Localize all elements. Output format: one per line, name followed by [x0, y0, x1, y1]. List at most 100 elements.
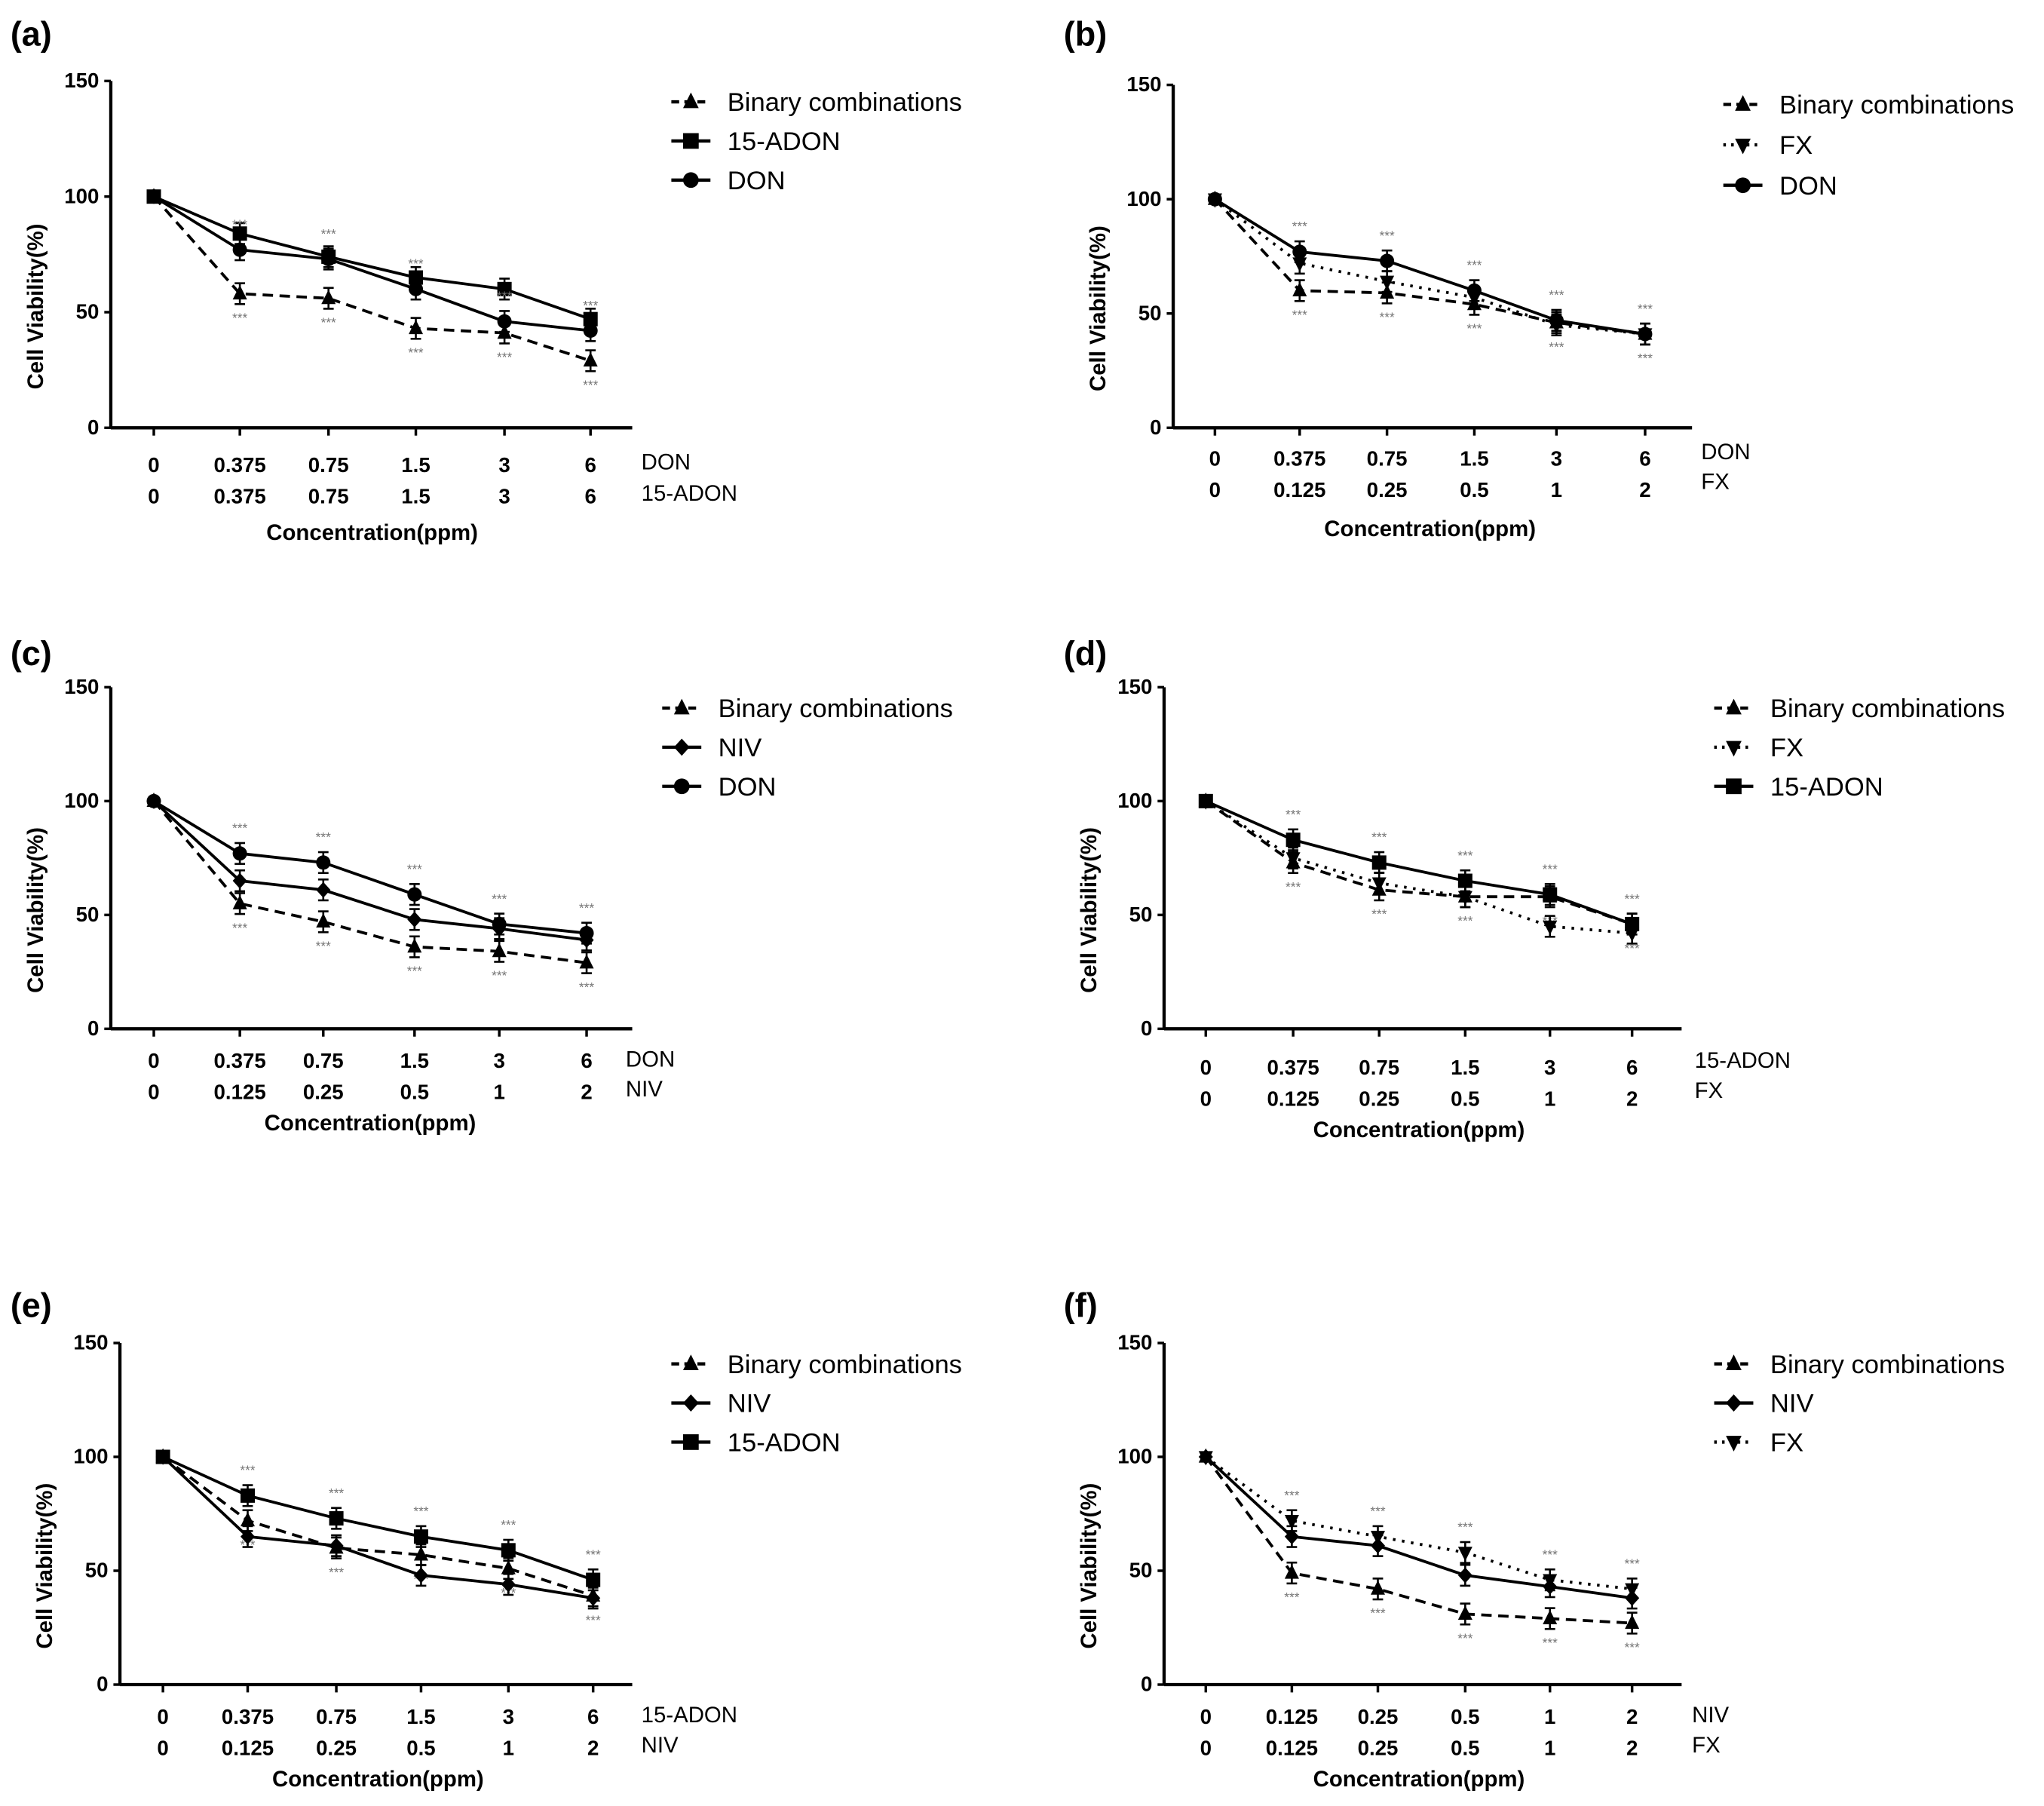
- x-tick-label-row1: 6: [581, 1049, 592, 1072]
- legend-label: DON: [719, 773, 777, 802]
- x-tick-label-row2: 0: [148, 1081, 159, 1104]
- y-tick-label: 0: [1141, 1673, 1152, 1696]
- legend-item: Binary combinations: [671, 1351, 962, 1379]
- significance-label: ***: [407, 862, 422, 877]
- square-marker: [1371, 855, 1387, 870]
- series-binary-combinations: *** *** *** *** ***: [146, 188, 599, 392]
- legend-item: DON: [671, 167, 786, 195]
- x-tick-label-row1: 0.375: [222, 1705, 274, 1728]
- legend-item: DON: [1723, 172, 1837, 201]
- triangle-up-marker: [501, 1559, 516, 1575]
- significance-label: ***: [583, 298, 598, 313]
- x-tick-label-row1: 0: [148, 1049, 159, 1072]
- y-tick-label: 50: [76, 903, 100, 926]
- significance-label: ***: [1549, 287, 1564, 302]
- square-marker: [413, 1529, 428, 1544]
- significance-label: ***: [1543, 862, 1558, 877]
- x-row-label: FX: [1692, 1733, 1721, 1758]
- diamond-marker: [1457, 1567, 1472, 1584]
- x-row-label: DON: [1701, 440, 1750, 465]
- series-line: [152, 800, 587, 964]
- chart-panel-e: (e) 0 50 100 150 Cell Viability(%) 0 0 0.375 0.12…: [11, 1286, 962, 1791]
- y-tick-label: 0: [87, 1016, 99, 1040]
- x-tick-label-row2: 1: [1544, 1736, 1555, 1759]
- square-marker: [682, 1434, 699, 1450]
- triangle-down-marker: [1735, 138, 1751, 155]
- circle-marker: [146, 793, 161, 808]
- triangle-up-marker: [673, 698, 690, 715]
- circle-marker: [497, 314, 512, 329]
- significance-label: ***: [1370, 1504, 1385, 1519]
- panel-label: (f): [1064, 1286, 1098, 1324]
- x-tick-label-row2: 0: [1200, 1087, 1212, 1110]
- x-row-label: 15-ADON: [642, 1703, 737, 1728]
- series-line: [153, 195, 591, 333]
- x-axis-label: Concentration(ppm): [265, 1111, 477, 1136]
- x-tick-label-row2: 2: [1639, 478, 1650, 501]
- x-tick-label-row2: 1: [493, 1081, 504, 1104]
- x-tick-label-row2: 0.25: [1359, 1087, 1399, 1110]
- y-tick-label: 0: [1150, 415, 1161, 439]
- legend-label: FX: [1770, 734, 1803, 762]
- significance-label: ***: [1371, 906, 1387, 921]
- circle-marker: [1638, 327, 1653, 342]
- series-don: *** *** *** *** ***: [146, 189, 599, 342]
- x-tick-label-row1: 0.25: [1358, 1705, 1399, 1728]
- circle-marker: [682, 172, 699, 189]
- y-axis-label: Cell Viability(%): [23, 224, 48, 390]
- x-tick-label-row2: 2: [587, 1736, 599, 1759]
- x-tick-label-row2: 1: [1551, 478, 1562, 501]
- triangle-up-marker: [1370, 1580, 1386, 1595]
- x-row-label: 15-ADON: [1695, 1048, 1791, 1073]
- x-axis-label: Concentration(ppm): [1313, 1767, 1525, 1792]
- legend-label: 15-ADON: [728, 1429, 841, 1458]
- legend-item: FX: [1723, 131, 1813, 160]
- significance-label: ***: [1286, 879, 1301, 894]
- square-marker: [586, 1572, 601, 1587]
- y-tick-label: 100: [73, 1445, 108, 1468]
- triangle-up-marker: [682, 1354, 699, 1370]
- triangle-down-marker: [1457, 891, 1472, 906]
- x-tick-label-row1: 0.75: [316, 1705, 357, 1728]
- series-line: [1205, 799, 1633, 926]
- significance-label: ***: [1466, 321, 1482, 336]
- series-binary-combinations: *** *** *** *** ***: [1198, 792, 1640, 955]
- significance-label: ***: [1371, 829, 1387, 845]
- significance-label: ***: [1638, 351, 1653, 366]
- significance-label: ***: [1638, 301, 1653, 316]
- triangle-up-marker: [316, 912, 331, 928]
- legend-item: NIV: [662, 734, 762, 762]
- significance-label: ***: [501, 1517, 516, 1532]
- x-row-label: NIV: [642, 1733, 679, 1758]
- y-axis-label: Cell Viability(%): [1077, 1483, 1102, 1649]
- legend-item: Binary combinations: [671, 88, 962, 117]
- series-line: [1205, 1455, 1632, 1591]
- y-tick-label: 150: [1117, 1331, 1152, 1354]
- x-tick-label-row2: 3: [498, 485, 510, 508]
- chart-panel-f: (f) 0 50 100 150 Cell Viability(%) 0 0 0.125 0.12…: [1064, 1286, 2005, 1791]
- series-line: [1204, 1455, 1632, 1600]
- circle-marker: [1549, 313, 1564, 328]
- legend-item: Binary combinations: [1723, 91, 2014, 120]
- series-line: [1213, 198, 1646, 336]
- diamond-marker: [232, 872, 247, 889]
- triangle-down-marker: [1284, 1514, 1299, 1529]
- square-marker: [1726, 778, 1742, 795]
- significance-label: ***: [497, 289, 512, 304]
- triangle-down-marker: [1625, 1583, 1640, 1598]
- x-tick-label-row1: 0.5: [1451, 1705, 1479, 1728]
- x-tick-label-row2: 2: [1626, 1087, 1638, 1110]
- significance-label: ***: [408, 256, 423, 271]
- x-tick-label-row1: 1.5: [400, 1049, 429, 1072]
- triangle-up-marker: [1726, 1354, 1742, 1370]
- legend-label: 15-ADON: [728, 127, 841, 156]
- circle-marker: [407, 887, 422, 902]
- triangle-down-marker: [1292, 257, 1307, 272]
- significance-label: ***: [408, 345, 423, 360]
- y-tick-label: 50: [1129, 1559, 1153, 1582]
- triangle-up-marker: [579, 954, 594, 969]
- legend-label: Binary combinations: [728, 88, 962, 117]
- legend-label: FX: [1770, 1429, 1803, 1458]
- legend-label: NIV: [728, 1390, 771, 1418]
- triangle-up-marker: [1735, 95, 1751, 111]
